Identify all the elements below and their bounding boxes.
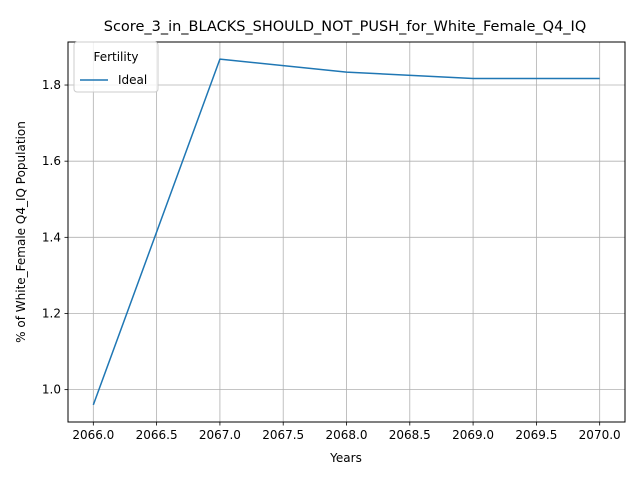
chart-title: Score_3_in_BLACKS_SHOULD_NOT_PUSH_for_Wh… (104, 19, 586, 35)
x-tick-label: 2069.5 (515, 428, 557, 442)
y-tick-label: 1.0 (42, 383, 61, 397)
y-tick-label: 1.8 (42, 78, 61, 92)
legend: Fertility Ideal (74, 42, 158, 92)
x-tick-label: 2070.0 (579, 428, 621, 442)
y-tick-label: 1.4 (42, 230, 61, 244)
legend-label-ideal: Ideal (118, 73, 147, 87)
x-axis-label: Years (329, 451, 362, 465)
y-axis-label: % of White_Female Q4_IQ Population (14, 121, 28, 343)
x-tick-label: 2067.0 (199, 428, 241, 442)
x-tick-label: 2069.0 (452, 428, 494, 442)
y-tick-label: 1.2 (42, 306, 61, 320)
x-tick-label: 2067.5 (262, 428, 304, 442)
legend-title: Fertility (93, 50, 138, 64)
x-tick-label: 2068.5 (389, 428, 431, 442)
x-tick-label: 2068.0 (326, 428, 368, 442)
y-tick-label: 1.6 (42, 154, 61, 168)
x-tick-label: 2066.0 (72, 428, 114, 442)
x-tick-label: 2066.5 (136, 428, 178, 442)
